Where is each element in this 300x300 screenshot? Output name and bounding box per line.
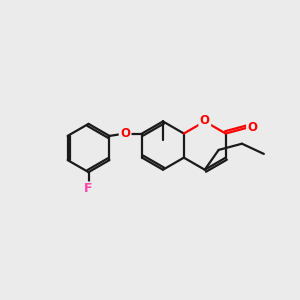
Text: O: O xyxy=(120,127,130,140)
Text: O: O xyxy=(248,121,257,134)
Text: F: F xyxy=(84,182,93,195)
Text: O: O xyxy=(200,114,210,127)
